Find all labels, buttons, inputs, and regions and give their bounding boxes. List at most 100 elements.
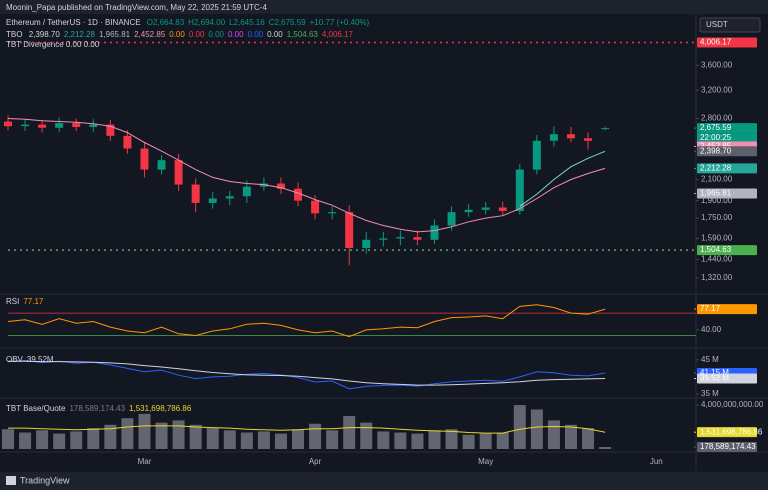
pane-title-value: 178,589,174.43 bbox=[69, 404, 126, 413]
candle-body bbox=[498, 207, 507, 211]
candle-body bbox=[532, 140, 541, 170]
vol-title-row: TBT Base/Quote 178,589,174.43 1,531,698,78… bbox=[6, 404, 195, 413]
tbt-divergence: TBT Divergence 0.00 0.00 bbox=[6, 40, 100, 49]
top-bar bbox=[0, 0, 768, 14]
y-tick-label: 1,900.00 bbox=[701, 196, 733, 205]
candle-body bbox=[549, 134, 558, 141]
header-value: 2,398.70 bbox=[28, 30, 60, 39]
price-badge-label: 1,531,698,786.86 bbox=[700, 427, 763, 436]
y-tick-label: 1,320.00 bbox=[701, 273, 733, 282]
header-value: L2,645.16 bbox=[229, 18, 265, 27]
x-tick-label: May bbox=[478, 457, 493, 466]
bar bbox=[530, 409, 543, 449]
header-value: H2,694.00 bbox=[188, 18, 226, 27]
bar bbox=[223, 430, 236, 449]
y-tick-label: 1,750.00 bbox=[701, 213, 733, 222]
bar bbox=[411, 433, 424, 449]
bar bbox=[240, 432, 253, 449]
price-badge-label: 2,212.28 bbox=[700, 164, 732, 173]
series-line bbox=[519, 150, 606, 207]
y-tick-label: 4,000,000,000.00 bbox=[701, 400, 764, 409]
price-badge-label: 178,589,174.43 bbox=[700, 442, 756, 451]
candle-body bbox=[208, 198, 217, 203]
candle-body bbox=[601, 128, 610, 130]
candle-body bbox=[430, 225, 439, 240]
bar bbox=[121, 418, 134, 449]
price-badge-label: 77.17 bbox=[700, 304, 721, 313]
candle-body bbox=[157, 160, 166, 170]
candle-body bbox=[191, 184, 200, 203]
rsi-title-row: RSI 77.17 bbox=[6, 297, 47, 306]
bar bbox=[309, 423, 322, 449]
header-value: 4,006.17 bbox=[321, 30, 353, 39]
series-line bbox=[7, 304, 606, 338]
candle-body bbox=[362, 239, 371, 248]
bar bbox=[360, 422, 373, 449]
pane-title: TBT Base/Quote bbox=[6, 404, 66, 413]
price-badge bbox=[697, 373, 757, 384]
price-badge-label: 2,675.59 bbox=[700, 123, 732, 132]
bar bbox=[564, 424, 577, 449]
currency: USDT bbox=[706, 20, 728, 29]
header-value: 0.00 bbox=[169, 30, 185, 39]
candle-body bbox=[515, 169, 524, 211]
bar bbox=[377, 431, 390, 449]
series-line bbox=[7, 359, 606, 390]
y-tick-label: 3,200.00 bbox=[701, 85, 733, 94]
price-badge bbox=[697, 188, 757, 199]
price-badge bbox=[697, 146, 757, 157]
price-badge bbox=[697, 245, 757, 256]
y-tick-label: 3,600.00 bbox=[701, 60, 733, 69]
candle-body bbox=[38, 124, 47, 128]
bar bbox=[343, 416, 356, 449]
y-tick-label: 40.00 bbox=[701, 325, 722, 334]
publisher-row: Moonin_Papa published on TradingView.com… bbox=[6, 3, 271, 12]
header-value: +10.77 (+0.40%) bbox=[309, 18, 370, 27]
header-value: 1,504.63 bbox=[286, 30, 318, 39]
x-tick-label: Mar bbox=[138, 457, 152, 466]
header-value: 0.00 bbox=[208, 30, 224, 39]
header-value: 0.00 bbox=[267, 30, 283, 39]
bar bbox=[274, 433, 287, 449]
bar bbox=[138, 413, 151, 449]
bar bbox=[513, 405, 526, 449]
footer-logo bbox=[6, 476, 16, 485]
price-badge bbox=[697, 304, 757, 315]
countdown-badge bbox=[697, 133, 757, 144]
pane-title: OBV bbox=[6, 355, 23, 364]
bar bbox=[326, 430, 339, 449]
price-badge bbox=[697, 427, 757, 438]
footer-logo-text: TradingView bbox=[20, 475, 70, 485]
bar bbox=[206, 428, 219, 449]
price-badge-label: 41.15 M bbox=[700, 368, 729, 377]
bar bbox=[547, 420, 560, 449]
bar bbox=[189, 424, 202, 449]
y-tick-label: 35 M bbox=[701, 389, 719, 398]
header-value: 1,965.81 bbox=[98, 30, 131, 39]
candle-body bbox=[123, 135, 132, 149]
header-value: O2,664.83 bbox=[146, 18, 185, 27]
pane-title-value: 39.52M bbox=[26, 355, 54, 364]
candle-body bbox=[276, 183, 285, 189]
footer-bar bbox=[0, 472, 768, 490]
bar bbox=[2, 429, 14, 449]
series-line bbox=[8, 425, 606, 434]
price-badge-label: 1,504.63 bbox=[700, 245, 732, 254]
pane-title-value: 77.17 bbox=[23, 297, 44, 306]
header-value: 0.00 bbox=[227, 30, 244, 39]
price-badge-label: 1,965.81 bbox=[700, 189, 732, 198]
header-value: 0.00 bbox=[188, 30, 205, 39]
candle-body bbox=[225, 196, 234, 199]
bar bbox=[496, 432, 509, 449]
pane-title: RSI bbox=[6, 297, 20, 306]
bar bbox=[70, 431, 83, 449]
series-line bbox=[7, 118, 606, 233]
symbol: Ethereum / TetherUS · 1D · BINANCE bbox=[6, 18, 141, 27]
tbo-name: TBO bbox=[6, 30, 23, 39]
bar bbox=[19, 432, 32, 449]
candle-body bbox=[174, 160, 183, 185]
candle-body bbox=[464, 209, 473, 213]
candle-body bbox=[413, 237, 422, 240]
